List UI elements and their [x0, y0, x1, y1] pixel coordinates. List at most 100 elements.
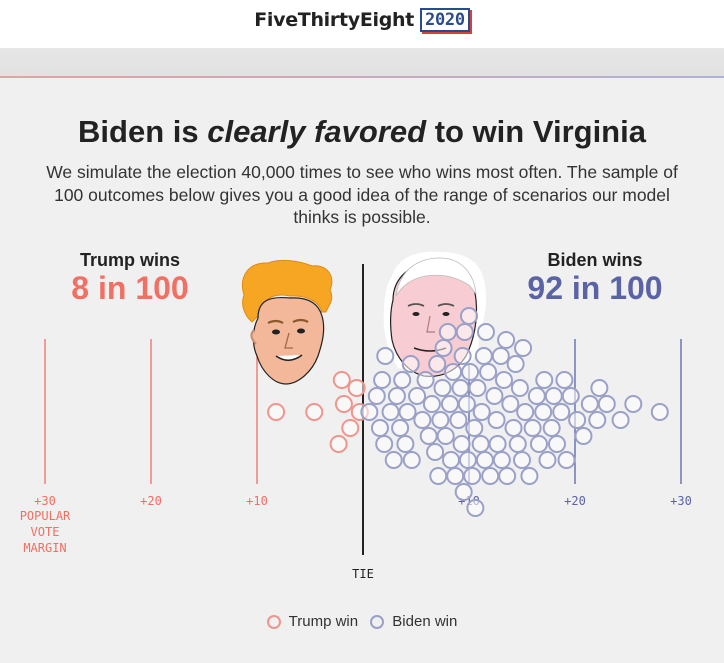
divider: [0, 76, 724, 78]
biden-win-dot: [460, 307, 478, 325]
biden-win-dot: [419, 427, 438, 445]
title-emphasis: clearly favored: [207, 114, 427, 149]
biden-wins-count: 92 in 100: [527, 270, 663, 306]
trump-outcome-dots: [267, 371, 369, 453]
trump-face-illustration: [242, 259, 333, 385]
biden-win-dot: [501, 395, 520, 413]
biden-win-dot: [416, 371, 435, 389]
axis-title: POPULAR VOTE MARGIN: [20, 509, 71, 555]
top-bar: [0, 0, 724, 48]
tick-label: +20: [140, 494, 162, 508]
biden-win-dot: [542, 419, 561, 437]
trump-wins-label: Trump wins: [79, 250, 180, 270]
biden-win-dot: [428, 355, 447, 373]
biden-win-dot: [429, 467, 448, 485]
biden-win-dot: [396, 435, 415, 453]
biden-win-dot: [535, 371, 554, 389]
biden-win-dot: [504, 419, 523, 437]
biden-win-dot: [568, 411, 587, 429]
trump-legend-label: Trump win: [288, 613, 359, 630]
biden-win-dot: [422, 395, 441, 413]
biden-win-dot: [384, 451, 403, 469]
page-title: Biden is clearly favored to win Virginia: [0, 114, 724, 150]
brand-name[interactable]: FiveThirtyEight: [254, 9, 415, 31]
biden-win-dot: [413, 411, 432, 429]
biden-win-dot: [370, 419, 389, 437]
tick-label: +30: [34, 494, 56, 508]
biden-win-dot: [444, 363, 463, 381]
legend-item-trump: Trump win: [266, 613, 359, 630]
chart-legend: Trump win Biden win: [0, 613, 724, 633]
biden-win-dot: [463, 467, 482, 485]
trump-win-dot: [267, 403, 286, 421]
biden-win-dot: [557, 451, 576, 469]
brand-year-badge[interactable]: 2020: [420, 8, 470, 32]
tick-label: +20: [564, 494, 586, 508]
biden-win-dot: [497, 331, 516, 349]
trump-win-dot: [334, 395, 353, 413]
biden-win-dot: [375, 435, 394, 453]
biden-win-dot: [555, 371, 574, 389]
trump-win-dot: [347, 379, 366, 397]
biden-win-dot: [476, 323, 495, 341]
biden-win-dot: [433, 379, 452, 397]
biden-win-dot: [529, 435, 548, 453]
biden-win-dot: [597, 395, 616, 413]
biden-win-dot: [488, 435, 507, 453]
site-logo[interactable]: FiveThirtyEight 2020: [0, 8, 724, 32]
biden-win-dot: [438, 323, 457, 341]
biden-win-dot: [393, 371, 412, 389]
biden-win-dot: [457, 395, 476, 413]
biden-win-dot: [466, 499, 485, 517]
biden-win-dot: [624, 395, 643, 413]
trump-win-dot: [341, 419, 360, 437]
biden-face-illustration: [383, 251, 487, 377]
biden-win-dot: [516, 403, 535, 421]
tick-label: +10: [246, 494, 268, 508]
biden-win-dot: [561, 387, 580, 405]
title-part-2: to win Virginia: [426, 114, 646, 149]
biden-win-dot: [451, 379, 470, 397]
biden-win-dot: [436, 427, 455, 445]
biden-win-dot: [468, 379, 487, 397]
biden-win-dot: [454, 483, 473, 501]
biden-win-dot: [376, 347, 395, 365]
biden-outcome-dots: [360, 307, 669, 517]
biden-win-dot: [434, 339, 453, 357]
legend-item-biden: Biden win: [370, 613, 457, 630]
biden-win-dot: [475, 451, 494, 469]
biden-win-dot: [431, 411, 450, 429]
biden-win-dot: [391, 419, 410, 437]
biden-win-dot: [387, 387, 406, 405]
biden-win-dot: [498, 467, 517, 485]
biden-win-dot: [458, 451, 477, 469]
trump-win-dot: [332, 371, 351, 389]
axis-title-word: POPULAR: [20, 509, 71, 523]
biden-win-dot: [588, 411, 607, 429]
biden-win-dot: [455, 323, 474, 341]
biden-win-dot: [492, 451, 511, 469]
biden-legend-label: Biden win: [392, 613, 458, 630]
axis-title-word: MARGIN: [23, 541, 66, 555]
biden-win-dot: [538, 451, 557, 469]
biden-win-dot: [552, 403, 571, 421]
biden-win-dot: [471, 435, 490, 453]
biden-win-dot: [574, 427, 593, 445]
biden-legend-swatch: [370, 614, 385, 629]
sub-navigation-bar: [0, 48, 724, 78]
biden-win-dot: [650, 403, 669, 421]
biden-win-dot: [373, 371, 392, 389]
trump-wins-count: 8 in 100: [71, 270, 189, 306]
biden-wins-label: Biden wins: [547, 250, 643, 270]
biden-win-dot: [520, 467, 539, 485]
biden-win-dot: [590, 379, 609, 397]
biden-win-dot: [452, 435, 471, 453]
biden-win-dot: [461, 363, 480, 381]
biden-win-dot: [479, 363, 498, 381]
biden-win-dot: [506, 355, 525, 373]
biden-win-dot: [472, 403, 491, 421]
biden-win-dot: [487, 411, 506, 429]
biden-win-dot: [523, 419, 542, 437]
biden-win-dot: [441, 451, 460, 469]
